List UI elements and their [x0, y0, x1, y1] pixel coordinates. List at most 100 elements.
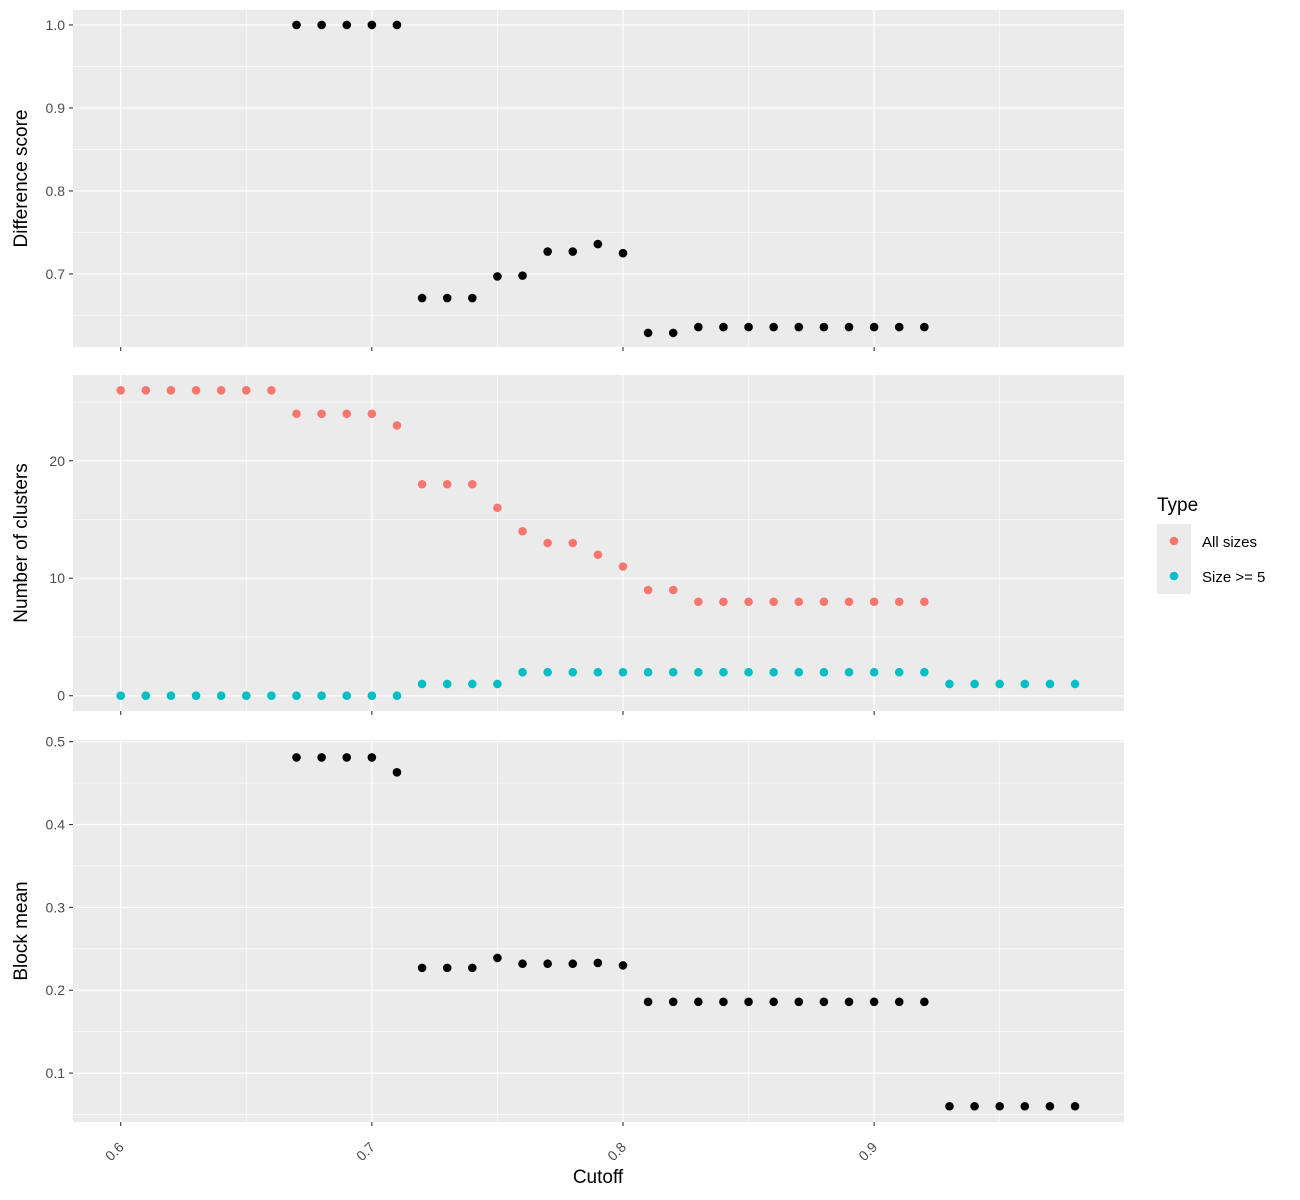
y-tick-label: 0.7	[46, 266, 66, 282]
data-point	[141, 385, 151, 395]
data-point	[794, 597, 804, 607]
data-point	[342, 691, 352, 701]
data-point	[920, 597, 929, 607]
y-tick-label: 0.1	[46, 1065, 66, 1081]
data-point	[618, 961, 628, 970]
data-point	[468, 479, 477, 489]
legend-key-background	[1157, 524, 1191, 594]
data-point	[417, 679, 427, 689]
data-point	[593, 550, 603, 560]
data-point	[493, 503, 502, 513]
data-point	[216, 385, 226, 395]
data-point	[995, 1101, 1004, 1111]
data-point	[844, 322, 854, 332]
legend-label-size-5: Size >= 5	[1202, 569, 1265, 586]
data-point	[568, 247, 578, 256]
data-point	[166, 691, 176, 701]
panel-background	[73, 740, 1124, 1122]
data-point	[317, 691, 326, 701]
data-point	[292, 20, 301, 30]
y-tick-label: 0.9	[46, 100, 66, 116]
data-point	[417, 963, 427, 973]
series-all-sizes	[116, 385, 929, 607]
data-point	[844, 597, 854, 607]
data-point	[367, 20, 377, 30]
data-point	[668, 997, 678, 1007]
data-point	[643, 997, 653, 1007]
y-tick-label: 0.8	[46, 183, 66, 199]
data-point	[744, 322, 753, 332]
data-point	[568, 538, 578, 548]
y-tick-label: 0.2	[46, 982, 66, 998]
data-point	[543, 959, 552, 969]
data-point	[518, 667, 527, 677]
data-point	[317, 20, 326, 30]
data-point	[543, 538, 552, 548]
data-point	[442, 679, 452, 689]
data-point	[769, 667, 778, 677]
data-point	[1020, 1101, 1030, 1111]
data-point	[920, 322, 929, 332]
data-point	[292, 409, 301, 419]
data-point	[392, 691, 402, 701]
legend-label-all-sizes: All sizes	[1202, 534, 1257, 551]
data-point	[292, 753, 301, 762]
panel-2: 0 10 20 Number of clusters	[11, 375, 1124, 715]
data-point	[116, 691, 126, 701]
data-point	[493, 953, 502, 963]
data-point	[819, 997, 829, 1007]
data-point	[869, 322, 879, 332]
data-point	[468, 963, 477, 973]
data-point	[668, 667, 678, 677]
data-point	[819, 597, 829, 607]
data-point	[694, 597, 703, 607]
data-point	[643, 667, 653, 677]
data-point	[869, 997, 879, 1007]
data-point	[568, 667, 578, 677]
y-tick-label: 20	[49, 453, 65, 469]
data-point	[191, 385, 201, 395]
data-point	[392, 421, 402, 430]
series-1	[292, 20, 929, 338]
legend: Type All sizes Size >= 5	[1157, 495, 1265, 594]
data-point	[618, 562, 628, 571]
data-point	[518, 526, 527, 536]
data-point	[970, 679, 979, 689]
data-point	[417, 293, 427, 303]
data-point	[442, 293, 452, 303]
data-point	[342, 20, 352, 30]
data-point	[995, 679, 1004, 689]
data-point	[241, 385, 251, 395]
data-point	[769, 997, 778, 1007]
data-point	[267, 385, 276, 395]
data-point	[317, 409, 326, 419]
data-point	[819, 667, 829, 677]
data-point	[668, 328, 678, 338]
y-tick-label: 0.5	[46, 734, 66, 750]
data-point	[166, 385, 176, 395]
data-point	[216, 691, 226, 701]
data-point	[618, 667, 628, 677]
data-point	[869, 597, 879, 607]
data-point	[894, 667, 904, 677]
panels: 0.7 0.8 0.9 1.0 Difference score 0 10 20 Number …	[11, 10, 1124, 1126]
data-point	[794, 997, 804, 1007]
data-point	[518, 271, 527, 280]
data-point	[694, 322, 703, 332]
data-point	[1045, 1101, 1055, 1111]
data-point	[844, 997, 854, 1007]
data-point	[442, 963, 452, 973]
data-point	[1070, 679, 1080, 689]
data-point	[819, 322, 829, 332]
data-point	[543, 667, 552, 677]
data-point	[794, 322, 804, 332]
data-point	[518, 959, 527, 969]
data-point	[945, 1101, 954, 1111]
y-axis-title: Block mean	[11, 881, 32, 980]
data-point	[970, 1101, 979, 1111]
data-point	[367, 409, 377, 419]
data-point	[342, 753, 352, 762]
data-point	[593, 239, 603, 249]
data-point	[719, 667, 728, 677]
